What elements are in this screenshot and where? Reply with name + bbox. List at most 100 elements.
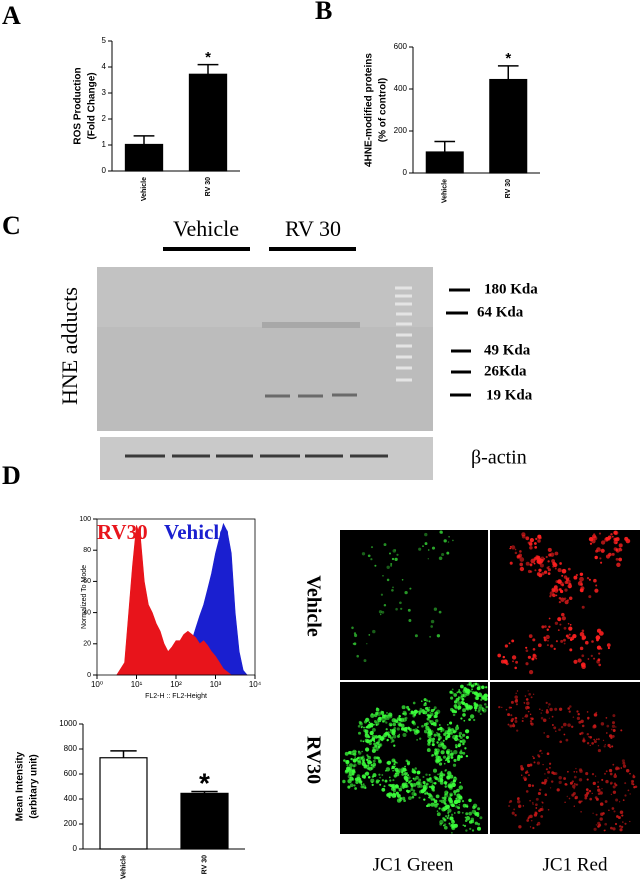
fluorescence bbox=[629, 820, 631, 823]
fluorescence bbox=[363, 728, 367, 733]
fluorescence bbox=[605, 732, 608, 734]
fluorescence bbox=[374, 744, 378, 748]
fluorescence bbox=[458, 795, 463, 800]
fluorescence bbox=[578, 800, 582, 804]
fluorescence bbox=[392, 789, 396, 793]
fluorescence bbox=[611, 552, 615, 556]
fluorescence bbox=[418, 796, 421, 799]
fluorescence bbox=[411, 768, 414, 771]
fluorescence bbox=[469, 708, 472, 711]
fluorescence bbox=[502, 655, 506, 659]
fluorescence bbox=[597, 745, 600, 747]
fluorescence bbox=[545, 710, 549, 714]
fluorescence bbox=[542, 802, 544, 804]
fluorescence bbox=[364, 772, 367, 775]
fluorescence bbox=[435, 777, 439, 781]
fluorescence bbox=[365, 747, 370, 752]
fluorescence bbox=[432, 768, 438, 773]
fluorescence bbox=[521, 719, 524, 723]
fluorescence bbox=[579, 732, 582, 736]
fluorescence bbox=[374, 735, 379, 739]
loading-blot bbox=[100, 437, 433, 480]
fluorescence bbox=[531, 802, 534, 804]
fluorescence bbox=[394, 767, 399, 772]
fluorescence bbox=[375, 707, 380, 712]
fluorescence bbox=[423, 798, 426, 801]
fluorescence bbox=[402, 717, 407, 722]
fluorescence bbox=[538, 708, 541, 711]
fluorescence bbox=[358, 777, 362, 781]
fluorescence bbox=[410, 711, 415, 715]
fluorescence bbox=[511, 655, 517, 660]
fluorescence bbox=[560, 725, 564, 729]
fluorescence bbox=[456, 757, 461, 762]
fluorescence bbox=[346, 764, 349, 767]
fluorescence bbox=[613, 774, 617, 779]
fluorescence bbox=[524, 778, 527, 781]
fluorescence bbox=[572, 633, 577, 639]
fluorescence bbox=[598, 532, 602, 535]
fluorescence bbox=[599, 791, 603, 795]
fluorescence bbox=[474, 811, 478, 816]
fluorescence bbox=[465, 816, 471, 821]
fluorescence bbox=[481, 708, 484, 711]
fluorescence bbox=[427, 728, 432, 732]
fluorescence bbox=[603, 772, 607, 775]
fluorescence bbox=[524, 714, 529, 718]
fluorescence bbox=[354, 756, 357, 758]
fluorescence bbox=[463, 719, 466, 722]
fluorescence bbox=[382, 720, 385, 723]
legend-label: Vehicle bbox=[164, 520, 229, 544]
fluorescence bbox=[450, 803, 455, 808]
fluorescence bbox=[540, 556, 545, 560]
fluorescence bbox=[591, 539, 596, 544]
fluorescence bbox=[462, 824, 465, 826]
fluorescence bbox=[367, 723, 373, 729]
fluorescence bbox=[538, 568, 542, 572]
fluorescence bbox=[591, 640, 594, 643]
fluorescence bbox=[604, 537, 609, 542]
fluorescence bbox=[532, 803, 534, 806]
micrographs bbox=[340, 530, 640, 834]
fluorescence bbox=[585, 640, 589, 645]
fluorescence bbox=[586, 778, 589, 781]
fluorescence bbox=[443, 809, 446, 812]
fluorescence bbox=[426, 748, 431, 753]
fluorescence bbox=[604, 822, 608, 826]
fluorescence bbox=[423, 783, 426, 785]
fluorescence bbox=[575, 573, 579, 577]
fluorescence bbox=[437, 743, 442, 748]
fluorescence bbox=[514, 699, 518, 703]
fluorescence bbox=[529, 538, 534, 543]
fluorescence bbox=[592, 812, 594, 814]
fluorescence bbox=[393, 763, 396, 766]
error-bar bbox=[110, 750, 137, 758]
fluorescence bbox=[539, 563, 544, 568]
fluorescence bbox=[446, 777, 449, 780]
fluorescence bbox=[474, 682, 478, 686]
fluorescence bbox=[599, 802, 604, 806]
fluorescence bbox=[591, 742, 594, 745]
ladder bbox=[395, 286, 412, 382]
marker-label: 19 Kda bbox=[486, 387, 533, 403]
y-tick-label: 600 bbox=[64, 769, 78, 778]
fluorescence bbox=[462, 733, 466, 737]
fluorescence bbox=[381, 787, 386, 792]
fluorescence bbox=[535, 797, 539, 801]
fluorescence bbox=[395, 793, 398, 796]
fluorescence bbox=[618, 543, 623, 548]
fluorescence bbox=[481, 685, 485, 690]
fluorescence bbox=[469, 714, 475, 719]
fluorescence bbox=[505, 662, 509, 666]
fluorescence bbox=[408, 789, 411, 793]
fluorescence bbox=[558, 596, 562, 600]
fluorescence bbox=[435, 709, 441, 714]
fluorescence bbox=[408, 619, 412, 622]
fluorescence bbox=[378, 773, 381, 776]
fluorescence bbox=[608, 809, 610, 811]
fluorescence bbox=[377, 756, 380, 760]
fluorescence bbox=[555, 730, 557, 732]
fluorescence bbox=[362, 755, 365, 758]
fluorescence bbox=[521, 774, 523, 776]
fluorescence bbox=[379, 783, 382, 786]
